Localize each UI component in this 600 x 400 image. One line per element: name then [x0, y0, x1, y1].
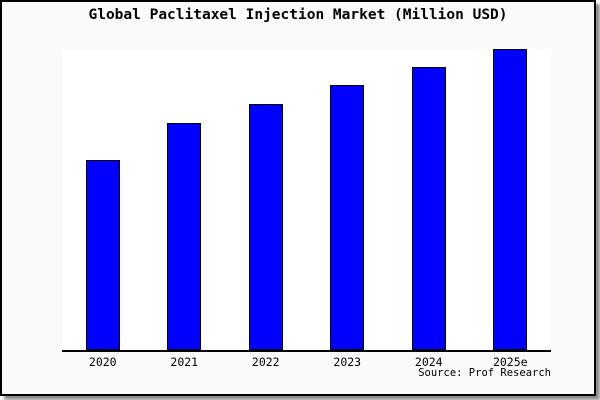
bar-2021 [167, 123, 202, 350]
bar-2022 [248, 104, 283, 350]
x-tick-label-2024: 2024 [414, 355, 443, 369]
chart-title: Global Paclitaxel Injection Market (Mill… [88, 7, 508, 23]
x-tick-label-2025e: 2025e [492, 355, 528, 369]
bar-2024 [411, 67, 446, 350]
x-tick-label-2022: 2022 [251, 355, 280, 369]
bar-2023 [330, 85, 365, 350]
bar-2025e [493, 49, 528, 350]
plot-area [62, 49, 551, 352]
bar-2020 [85, 160, 120, 350]
x-tick-label-2021: 2021 [170, 355, 199, 369]
x-tick-label-2020: 2020 [88, 355, 117, 369]
x-tick-label-2023: 2023 [333, 355, 362, 369]
source-credit: Source: Prof Research [418, 367, 551, 379]
